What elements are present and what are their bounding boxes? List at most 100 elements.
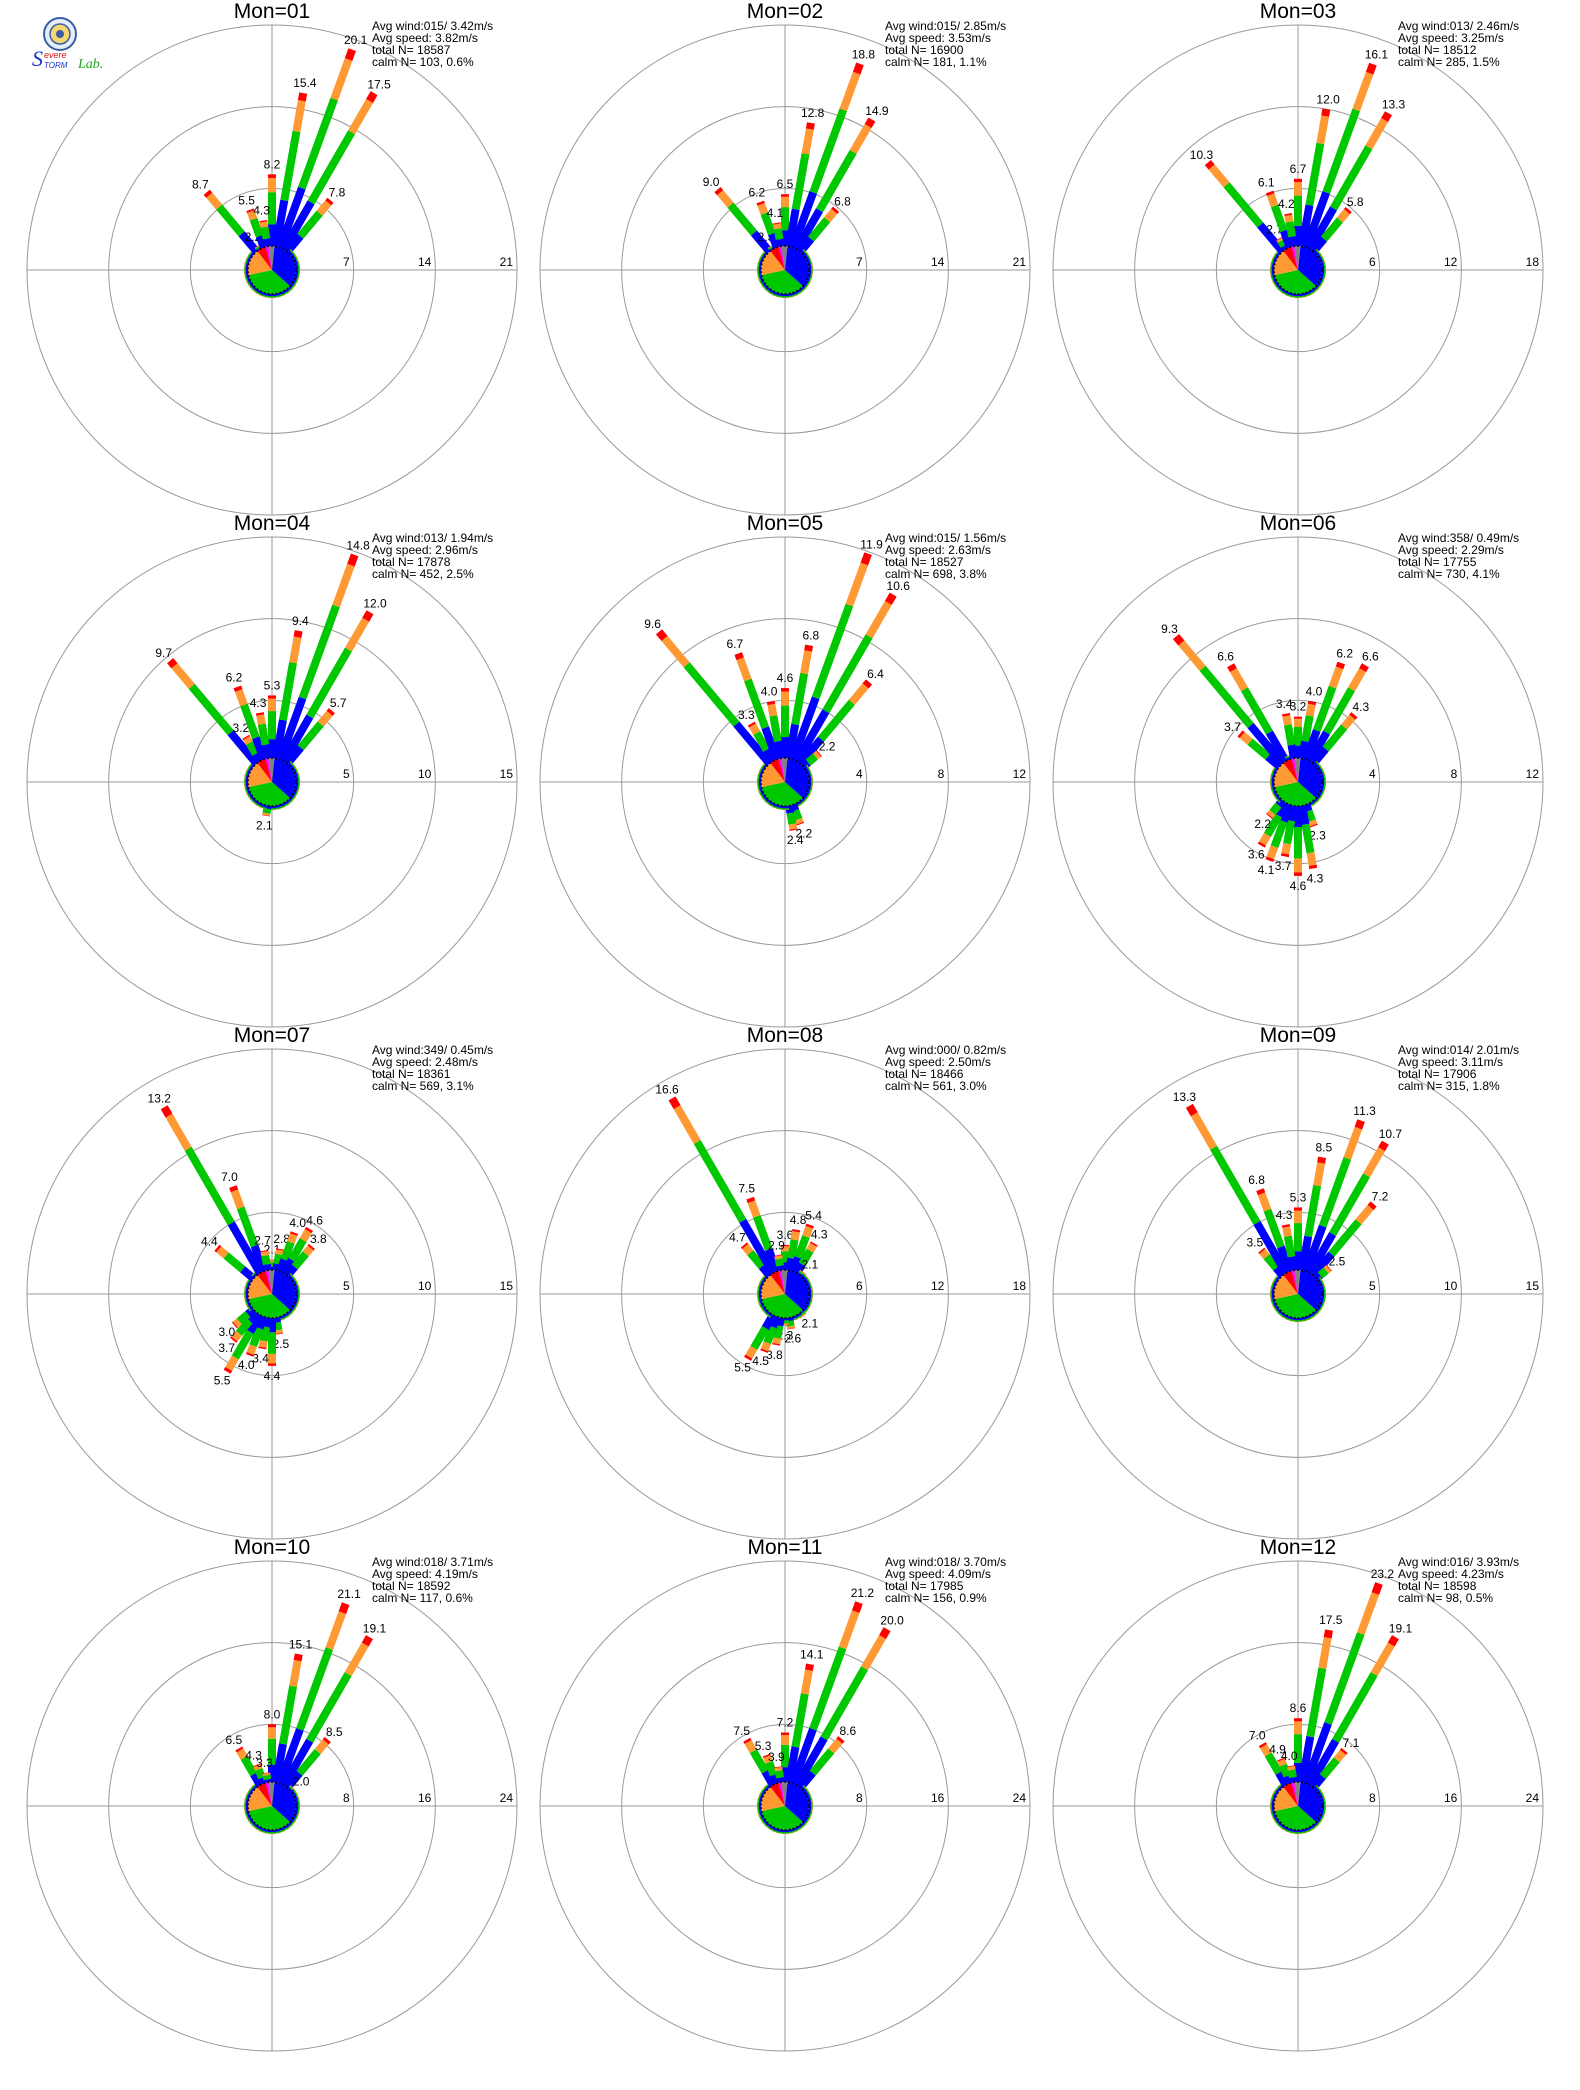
petal-segment — [766, 700, 776, 706]
calm-ring — [247, 245, 297, 295]
petal-segment — [745, 1345, 758, 1359]
petal-segment — [798, 1248, 814, 1267]
petal-segment — [1322, 108, 1361, 194]
petal-label: 21.1 — [337, 1587, 361, 1601]
petal-segment — [1365, 62, 1377, 75]
ring-label: 8 — [856, 1791, 863, 1805]
petal-segment — [1341, 714, 1356, 730]
petal-segment — [279, 1685, 298, 1745]
petal-segment — [760, 1348, 769, 1353]
petal-label: 2.7 — [254, 1234, 271, 1248]
petal-segment — [797, 736, 825, 767]
petal-segment — [230, 1336, 238, 1343]
petal-segment — [1305, 703, 1316, 717]
petal-label: 17.5 — [1319, 1613, 1343, 1627]
petal-segment — [760, 212, 776, 236]
calm-pie-slice — [1298, 1782, 1323, 1822]
petal-label: 6.7 — [1290, 162, 1307, 176]
petal-label: 4.1 — [1258, 863, 1275, 877]
petal-label: 6.5 — [225, 1733, 242, 1747]
calm-pie-slice — [778, 246, 785, 270]
petal-segment — [839, 71, 861, 112]
petal-segment — [1323, 687, 1355, 735]
petal-label: 10.6 — [887, 579, 911, 593]
stats-line: Avg wind:015/ 3.42m/s — [372, 19, 493, 33]
petal-segment — [744, 1739, 757, 1754]
petal-segment — [1306, 1232, 1337, 1276]
petal-segment — [836, 1736, 845, 1744]
calm-pie-slice — [268, 758, 275, 782]
petal-segment — [1378, 1140, 1389, 1152]
calm-pie-slice — [1291, 1270, 1298, 1294]
calm-pie-slice — [770, 246, 785, 270]
petal-segment — [1190, 1112, 1218, 1150]
petal-label: 3.3 — [256, 1756, 273, 1770]
petal-segment — [1257, 222, 1286, 255]
petal-label: 2.8 — [273, 1232, 290, 1246]
stats-line: Avg speed: 2.63m/s — [885, 543, 991, 557]
petal-label: 4.7 — [729, 1230, 746, 1244]
petal-segment — [1371, 1582, 1383, 1595]
petal-segment — [167, 658, 178, 669]
petal-segment — [1241, 687, 1273, 735]
petal-segment — [1310, 236, 1328, 255]
petal-segment — [748, 723, 761, 736]
petal-segment — [165, 1113, 192, 1151]
petal-segment — [740, 1242, 749, 1250]
petal-segment — [1282, 715, 1292, 726]
petal-segment — [1321, 108, 1331, 117]
petal-segment — [772, 1337, 782, 1345]
petal-segment — [781, 1246, 789, 1252]
ring-label: 4 — [856, 767, 863, 781]
petal-segment — [781, 691, 789, 706]
petal-segment — [348, 98, 374, 135]
ring-label: 10 — [1444, 1279, 1458, 1293]
lab-logo: S evere TORM Lab. — [28, 14, 128, 84]
petal-label: 2.4 — [787, 833, 804, 847]
panel-title: Mon=01 — [234, 0, 310, 23]
calm-ring — [760, 245, 810, 295]
petal-segment — [262, 1772, 271, 1776]
petal-label: 2.0 — [293, 1775, 310, 1789]
calm-pie-slice — [1283, 1782, 1298, 1806]
petal-segment — [258, 1340, 268, 1348]
petal-segment — [330, 58, 353, 101]
ring-label: 18 — [1526, 255, 1540, 269]
calm-pie-slice — [265, 246, 272, 270]
petal-segment — [865, 600, 892, 639]
ring-label: 12 — [931, 1279, 945, 1293]
stats-line: Avg speed: 2.50m/s — [885, 1055, 991, 1069]
calm-pie-slice — [1294, 246, 1301, 270]
petal-label: 7.1 — [1343, 1736, 1360, 1750]
petal-label: 3.6 — [777, 1228, 794, 1242]
petal-segment — [1280, 853, 1290, 858]
petal-segment — [781, 194, 789, 197]
petal-label: 12.0 — [1316, 92, 1340, 106]
petal-segment — [275, 1249, 284, 1256]
petal-segment — [236, 1311, 251, 1325]
petal-segment — [786, 1325, 795, 1329]
petal-segment — [1339, 1747, 1348, 1755]
petal-segment — [809, 1241, 818, 1247]
petal-segment — [797, 236, 815, 255]
petal-label: 10.3 — [1190, 148, 1214, 162]
petal-segment — [259, 219, 268, 223]
petal-segment — [796, 821, 805, 826]
petal-segment — [272, 719, 287, 760]
petal-segment — [235, 1318, 253, 1336]
petal-segment — [1306, 730, 1331, 764]
ring-label: 8 — [1451, 767, 1458, 781]
petal-label: 7.5 — [733, 1724, 750, 1738]
petal-segment — [317, 710, 333, 727]
petal-segment — [292, 100, 306, 133]
ring-label: 4 — [1369, 767, 1376, 781]
calm-pie-slice — [272, 246, 296, 286]
petal-label: 4.3 — [250, 696, 267, 710]
petal-segment — [772, 1342, 781, 1346]
ring-label: 12 — [1526, 767, 1540, 781]
ring-label: 24 — [500, 1791, 514, 1805]
panel-title: Mon=11 — [748, 1536, 823, 1559]
petal-segment — [781, 1732, 789, 1735]
calm-pie-slice — [1274, 270, 1316, 295]
